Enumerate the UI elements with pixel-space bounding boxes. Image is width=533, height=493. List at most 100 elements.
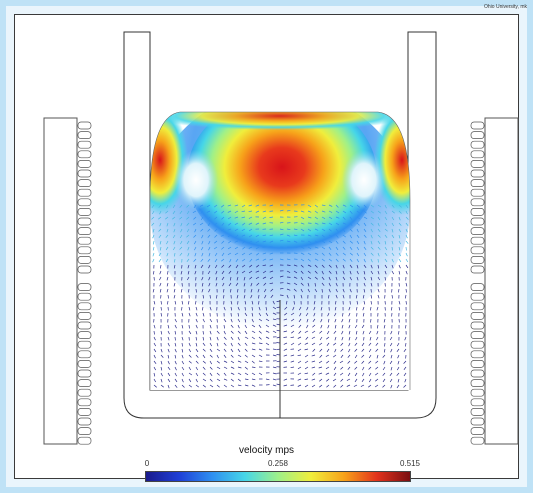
- velocity-vector: [279, 258, 284, 261]
- velocity-vector: [251, 300, 254, 305]
- velocity-vector: [167, 354, 170, 359]
- velocity-vector: [347, 372, 351, 377]
- velocity-vector: [228, 270, 232, 274]
- coil-turn: [470, 379, 485, 387]
- velocity-vector: [153, 336, 156, 341]
- velocity-vector: [200, 246, 204, 251]
- coil-turn: [470, 131, 485, 139]
- velocity-vector: [181, 360, 185, 365]
- velocity-vector: [230, 342, 233, 347]
- velocity-vectors: [151, 204, 409, 389]
- velocity-vector: [311, 354, 316, 357]
- velocity-vector: [152, 228, 155, 233]
- velocity-vector: [167, 270, 169, 275]
- velocity-vector: [397, 354, 400, 359]
- velocity-vector: [333, 366, 337, 371]
- velocity-vector: [160, 354, 164, 358]
- velocity-vector: [405, 228, 408, 233]
- velocity-vector: [293, 246, 298, 248]
- velocity-vector: [237, 348, 241, 353]
- velocity-vector: [186, 258, 190, 263]
- velocity-vector: [174, 330, 177, 335]
- velocity-vector: [283, 384, 288, 387]
- velocity-vector: [188, 324, 190, 329]
- velocity-vector: [208, 252, 211, 257]
- velocity-vector: [335, 216, 340, 219]
- velocity-vector: [221, 276, 225, 281]
- coil-turn: [470, 283, 485, 291]
- velocity-vector: [188, 372, 193, 376]
- velocity-vector: [342, 216, 346, 220]
- velocity-vector: [166, 240, 169, 245]
- velocity-vector: [314, 234, 319, 237]
- velocity-vector: [174, 354, 177, 359]
- velocity-vector: [333, 372, 337, 377]
- coil-turn: [77, 179, 92, 187]
- velocity-vector: [335, 210, 340, 214]
- velocity-vector: [207, 270, 211, 275]
- velocity-vector: [377, 276, 381, 281]
- coil-turn: [470, 256, 485, 264]
- velocity-vector: [202, 300, 204, 305]
- velocity-vector: [272, 324, 277, 327]
- velocity-vector: [348, 330, 351, 335]
- velocity-vector: [319, 378, 323, 382]
- velocity-vector: [340, 384, 344, 388]
- velocity-vector: [349, 228, 353, 232]
- velocity-vector: [208, 246, 211, 251]
- velocity-vector: [355, 330, 358, 335]
- velocity-vector: [262, 210, 267, 213]
- velocity-vector: [221, 240, 225, 244]
- coil-turn: [470, 246, 485, 255]
- velocity-vector: [180, 228, 183, 233]
- velocity-vector: [307, 204, 312, 208]
- coil-turn: [470, 408, 485, 416]
- velocity-vector: [248, 240, 253, 244]
- velocity-vector: [258, 330, 262, 334]
- velocity-vector: [362, 372, 365, 377]
- velocity-vector: [167, 348, 170, 353]
- velocity-vector: [384, 342, 386, 347]
- velocity-vector: [237, 366, 242, 369]
- velocity-vector: [167, 294, 169, 299]
- velocity-vector: [243, 276, 246, 281]
- velocity-vector: [174, 384, 178, 388]
- velocity-vector: [208, 264, 211, 269]
- coil-turn: [77, 292, 92, 301]
- velocity-vector: [195, 378, 198, 383]
- velocity-vector: [209, 318, 213, 323]
- velocity-vector: [363, 234, 367, 238]
- velocity-vector: [396, 384, 400, 389]
- velocity-vector: [398, 216, 401, 221]
- velocity-vector: [375, 342, 379, 346]
- velocity-vector: [214, 228, 218, 232]
- velocity-vector: [276, 306, 281, 309]
- velocity-vector: [368, 366, 372, 370]
- velocity-vector: [262, 222, 267, 225]
- velocity-vector: [403, 384, 407, 388]
- velocity-vector: [346, 378, 351, 381]
- velocity-vector: [405, 342, 407, 347]
- velocity-vector: [368, 384, 372, 388]
- velocity-vector: [326, 378, 330, 382]
- velocity-vector: [167, 372, 171, 377]
- velocity-vector: [160, 264, 162, 269]
- velocity-vector: [314, 246, 319, 249]
- velocity-vector: [167, 378, 171, 383]
- velocity-vector: [187, 300, 190, 305]
- coil-turn: [77, 198, 92, 207]
- velocity-vector: [160, 360, 163, 365]
- coil-turn: [470, 302, 485, 311]
- velocity-vector: [207, 228, 211, 232]
- velocity-vector: [391, 246, 394, 251]
- coil-turn: [470, 198, 485, 207]
- velocity-vector: [297, 354, 302, 357]
- velocity-vector: [265, 330, 270, 333]
- velocity-vector: [167, 366, 171, 371]
- velocity-vector: [194, 264, 197, 269]
- velocity-vector: [290, 342, 295, 346]
- velocity-vector: [153, 330, 155, 335]
- velocity-vector: [248, 216, 253, 219]
- velocity-vector: [265, 306, 268, 311]
- velocity-vector: [256, 282, 260, 286]
